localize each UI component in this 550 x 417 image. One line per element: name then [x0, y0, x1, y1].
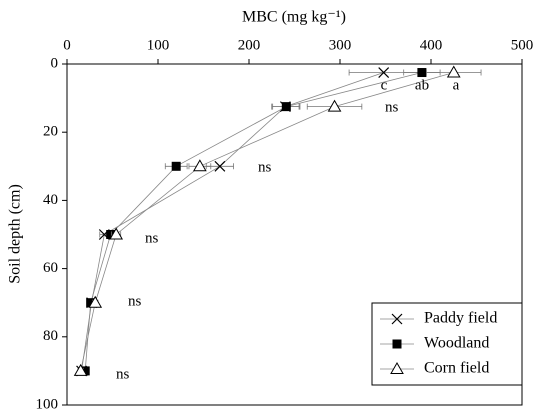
legend-marker — [391, 313, 403, 325]
annotation: ns — [116, 366, 130, 382]
y-tick-label: 0 — [51, 55, 59, 71]
marker — [327, 99, 342, 112]
marker — [86, 298, 96, 308]
y-tick-label: 80 — [43, 328, 58, 344]
annotation: ns — [258, 159, 272, 175]
annotation: ns — [385, 99, 399, 115]
legend-label: Paddy field — [424, 310, 497, 327]
annotation: ns — [145, 230, 159, 246]
x-tick-label: 500 — [511, 37, 534, 53]
marker — [73, 363, 88, 376]
y-tick-label: 20 — [43, 124, 58, 140]
marker — [171, 161, 181, 171]
legend-marker — [390, 361, 404, 374]
legend-marker — [392, 339, 402, 349]
plot-frame — [66, 63, 523, 406]
annotation: a — [453, 77, 460, 93]
x-axis-title: MBC (mg kg⁻¹) — [242, 9, 346, 26]
marker — [109, 227, 124, 240]
marker — [192, 159, 207, 172]
x-tick-label: 400 — [420, 37, 443, 53]
marker — [88, 295, 103, 308]
annotation: c — [381, 77, 388, 93]
x-tick-label: 200 — [238, 37, 261, 53]
marker — [281, 102, 291, 112]
y-tick-label: 40 — [43, 192, 58, 208]
y-tick-label: 100 — [36, 396, 59, 412]
x-tick-label: 0 — [63, 37, 71, 53]
marker — [417, 68, 427, 78]
y-tick-label: 60 — [43, 260, 58, 276]
x-tick-label: 300 — [329, 37, 352, 53]
x-tick-label: 100 — [147, 37, 170, 53]
marker — [80, 366, 90, 376]
marker — [378, 67, 390, 78]
y-axis-title: Soil depth (cm) — [7, 184, 24, 284]
series-line — [80, 72, 454, 371]
annotation: ab — [415, 77, 429, 93]
legend-label: Corn field — [424, 360, 489, 377]
series-line — [84, 72, 422, 371]
marker — [446, 65, 461, 78]
marker — [106, 230, 116, 239]
marker — [214, 160, 226, 172]
series-line — [81, 72, 384, 371]
annotation: ns — [128, 293, 142, 309]
legend-label: Woodland — [424, 335, 489, 352]
